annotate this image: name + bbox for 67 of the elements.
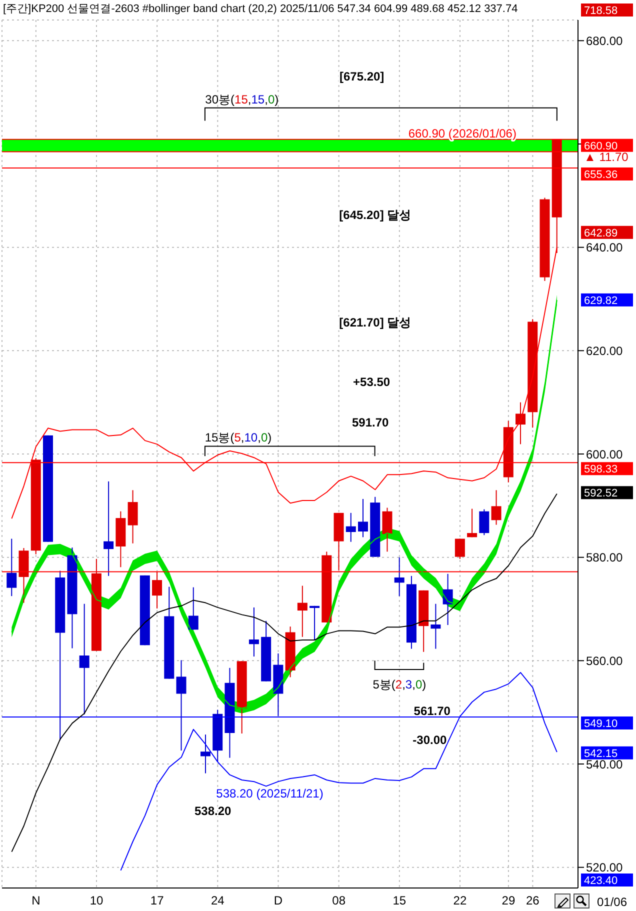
x-tick-label: 24: [210, 894, 225, 908]
text: 642.89: [584, 227, 618, 240]
annotation: +53.50: [353, 375, 390, 390]
candlestick: [310, 605, 320, 640]
candlestick: [394, 556, 404, 597]
annotation: 591.70: [352, 415, 390, 430]
candlestick: [6, 538, 17, 597]
candlestick: [152, 571, 162, 609]
candlestick: [188, 586, 198, 630]
annotation: [675.20]: [339, 69, 384, 84]
candlestick: [248, 606, 259, 658]
annotation: 561.70: [414, 704, 451, 718]
candlestick: [454, 538, 465, 560]
text: 423.40: [584, 875, 618, 887]
annotation: 5봉(2,3,0): [372, 677, 426, 692]
candlestick: [79, 603, 90, 715]
annotation: 660.90 (2026/01/06): [408, 126, 516, 141]
y-tick-label: 560.00: [586, 654, 624, 668]
candlestick: [104, 480, 114, 576]
ref-line-label: 598.33: [584, 464, 618, 476]
candlestick: [430, 603, 441, 650]
x-tick-label: 10: [90, 894, 104, 908]
y-tick-label: 580.00: [586, 550, 624, 565]
candlestick: [467, 508, 478, 538]
candlestick: [176, 660, 186, 752]
candlestick: [358, 498, 368, 538]
text: 629.82: [584, 294, 618, 307]
annotation: [621.70] 달성: [339, 315, 412, 330]
candlestick: [297, 585, 308, 638]
candlestick: [442, 573, 453, 626]
ref-line-label: 655.36: [584, 168, 618, 181]
text: 01/06: [596, 895, 628, 909]
x-tick-label: 08: [332, 894, 346, 908]
annotation: 538.20: [194, 804, 232, 818]
x-tick-label: 22: [453, 894, 467, 908]
annotation: 30봉(15,15,0): [205, 92, 279, 107]
y-tick-label: 640.00: [586, 240, 624, 255]
text: ▲ 11.70: [584, 150, 629, 164]
y-tick-label: 540.00: [586, 757, 624, 772]
y-tick-label: 600.00: [586, 447, 624, 462]
candlestick: [491, 490, 502, 526]
ref-line-label: 660.90: [584, 140, 618, 152]
chart-title: [주간]KP200 선물연결-2603 #bollinger band chart (20,2) 2025/11/06 547.34 604.99 489.68 452.12 337.74: [3, 3, 518, 15]
x-tick-label: 26: [526, 894, 540, 908]
candlestick: [346, 512, 356, 542]
candlestick: [479, 508, 490, 536]
x-tick-label: 17: [150, 894, 164, 908]
text: 542.15: [584, 748, 618, 760]
x-tick-label: N: [32, 894, 40, 908]
x-tick-label: 15: [392, 894, 406, 908]
candlestick: [200, 734, 210, 774]
x-tick-label: 29: [502, 894, 516, 908]
annotation: 15봉(5,10,0): [204, 430, 272, 444]
text: 592.52: [584, 488, 618, 500]
annotation: [645.20] 달성: [339, 208, 412, 222]
y-tick-label: 520.00: [586, 860, 624, 875]
text: 718.58: [584, 5, 618, 17]
candlestick: [382, 507, 392, 552]
ref-line-label: 549.10: [584, 718, 618, 730]
y-tick-label: 680.00: [586, 34, 624, 48]
annotation: -30.00: [412, 733, 448, 748]
annotation: 538.20 (2025/11/21): [216, 786, 324, 800]
line-series: [11, 493, 558, 852]
y-tick-label: 620.00: [586, 344, 624, 358]
x-tick-label: D: [274, 894, 283, 908]
candlestick: [128, 490, 138, 544]
candlestick: [516, 402, 526, 445]
